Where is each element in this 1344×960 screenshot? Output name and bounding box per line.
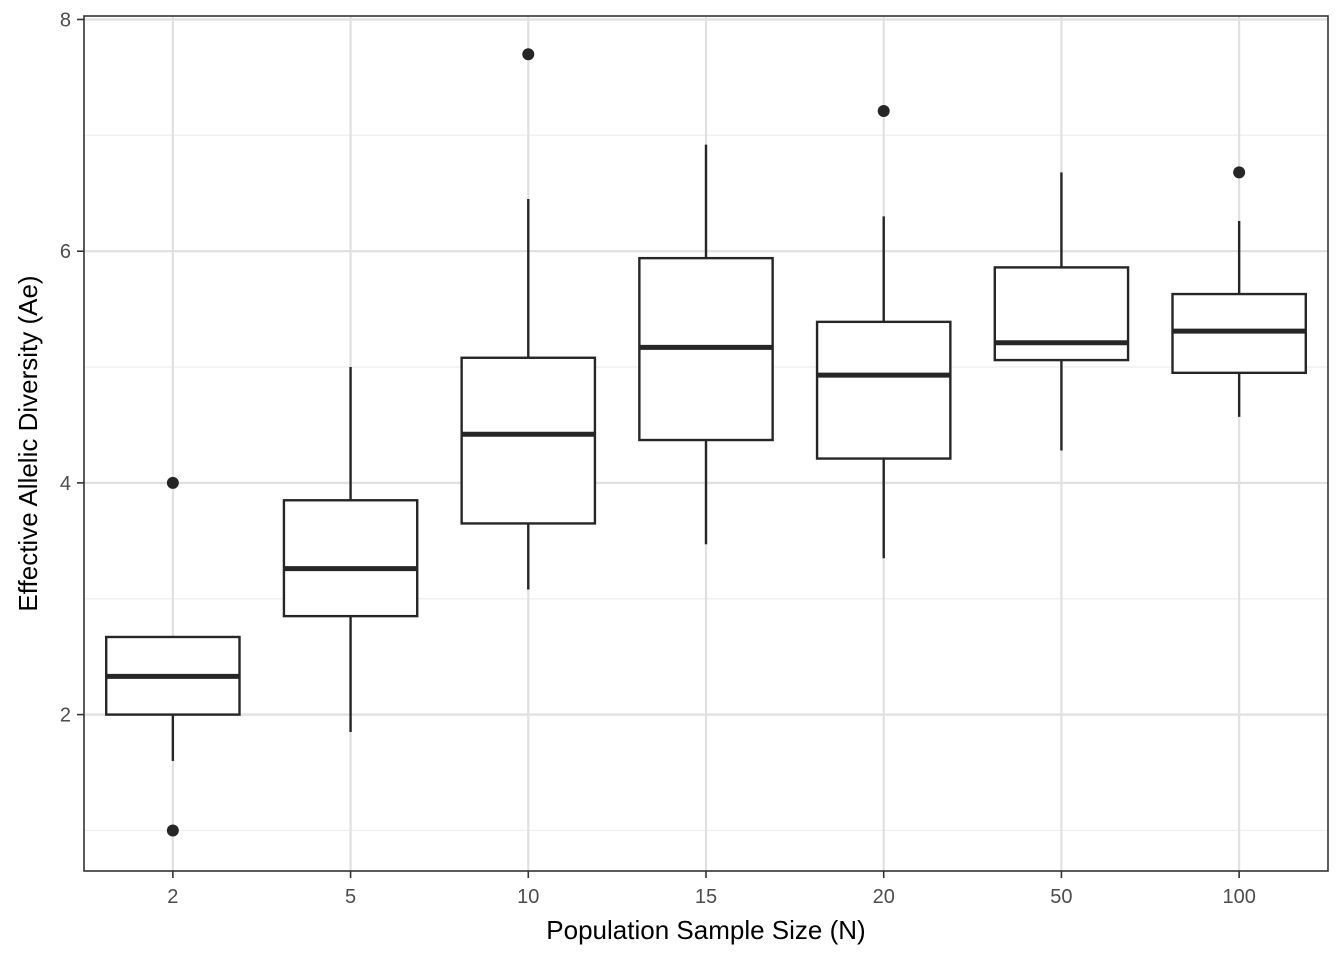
- x-tick-label: 20: [873, 886, 895, 908]
- y-tick-label: 6: [60, 241, 71, 263]
- x-tick-label: 2: [167, 886, 178, 908]
- box-iqr: [460, 356, 597, 525]
- outlier-point: [877, 105, 890, 117]
- x-tick-label: 15: [695, 886, 717, 908]
- outlier-point: [166, 824, 179, 837]
- box-group-5: [282, 367, 419, 732]
- box-series: [105, 48, 1307, 837]
- box-group-50: [993, 172, 1130, 451]
- box-group-100: [1171, 166, 1307, 417]
- box-group-20: [815, 105, 952, 559]
- y-axis-title: Effective Allelic Diversity (Ae): [13, 275, 43, 611]
- box-group-10: [460, 48, 597, 590]
- x-tick-label: 10: [517, 886, 539, 908]
- outlier-point: [166, 476, 179, 489]
- box-group-2: [105, 476, 241, 837]
- box-iqr: [993, 266, 1130, 362]
- x-tick-label: 5: [345, 886, 356, 908]
- y-tick-label: 2: [60, 705, 71, 727]
- box-group-15: [638, 144, 774, 545]
- x-axis: 2 5 10 15 20 50 100: [167, 871, 1256, 908]
- y-tick-label: 4: [60, 473, 71, 495]
- outlier-point: [1233, 166, 1246, 179]
- y-tick-label: 8: [60, 9, 71, 31]
- outlier-point: [522, 48, 535, 61]
- x-axis-title: Population Sample Size (N): [546, 915, 865, 945]
- y-axis: 2 4 6 8: [60, 9, 84, 727]
- box-iqr: [815, 320, 952, 460]
- x-tick-label: 100: [1222, 886, 1255, 908]
- box-iqr: [282, 499, 419, 618]
- x-tick-label: 50: [1050, 886, 1072, 908]
